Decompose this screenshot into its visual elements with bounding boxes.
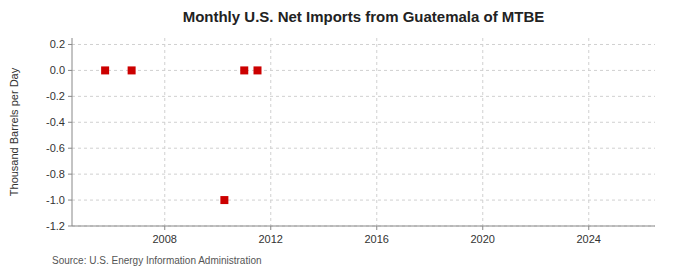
x-grid-line bbox=[164, 38, 165, 226]
chart-svg: 0.2 0.0 -0.2 -0.4 -0.6 -0.8 -1.0 -1.2 2008 2012 20… bbox=[0, 0, 675, 275]
y-grid-line bbox=[72, 70, 655, 71]
x-tick bbox=[376, 226, 377, 230]
x-grid-line bbox=[270, 38, 271, 226]
title: Monthly U.S. Net Imports from Guatemala … bbox=[183, 8, 545, 25]
y-tick-label: 0.0 bbox=[50, 64, 65, 76]
y-tick-label: 0.2 bbox=[50, 38, 65, 50]
y-tick-label: -0.4 bbox=[46, 116, 65, 128]
axes: 0.2 0.0 -0.2 -0.4 -0.6 -0.8 -1.0 -1.2 2008 2012 20… bbox=[46, 38, 655, 245]
x-grid-line bbox=[588, 38, 589, 226]
y-grid-line bbox=[72, 226, 655, 227]
point bbox=[240, 66, 248, 74]
x-tick-label: 2008 bbox=[153, 233, 177, 245]
y-axis-line bbox=[72, 38, 73, 226]
grid bbox=[72, 38, 655, 226]
y-tick-label: -1.0 bbox=[46, 194, 65, 206]
y-grid-line bbox=[72, 174, 655, 175]
x-grid-line bbox=[376, 38, 377, 226]
y-tick bbox=[68, 96, 72, 97]
y-tick bbox=[68, 122, 72, 123]
y-tick bbox=[68, 200, 72, 201]
y-tick bbox=[68, 148, 72, 149]
y-tick-label: -1.2 bbox=[46, 220, 65, 232]
y-tick-label: -0.6 bbox=[46, 142, 65, 154]
x-tick bbox=[270, 226, 271, 230]
chart-container: 0.2 0.0 -0.2 -0.4 -0.6 -0.8 -1.0 -1.2 2008 2012 20… bbox=[0, 0, 675, 275]
point bbox=[101, 66, 109, 74]
y-tick bbox=[68, 70, 72, 71]
x-tick-label: 2012 bbox=[259, 233, 283, 245]
y-axis-label: Thousand Barrels per Day bbox=[8, 67, 20, 196]
x-tick-label: 2024 bbox=[577, 233, 601, 245]
y-grid-line bbox=[72, 96, 655, 97]
source-note: Source: U.S. Energy Information Administ… bbox=[52, 255, 262, 266]
y-grid-line bbox=[72, 148, 655, 149]
y-tick-label: -0.8 bbox=[46, 168, 65, 180]
x-axis-line bbox=[72, 226, 655, 227]
x-tick bbox=[164, 226, 165, 230]
x-tick bbox=[588, 226, 589, 230]
y-grid-line bbox=[72, 122, 655, 123]
points bbox=[101, 66, 261, 204]
x-grid-line bbox=[482, 38, 483, 226]
x-tick-label: 2016 bbox=[365, 233, 389, 245]
y-grid-line bbox=[72, 200, 655, 201]
y-tick bbox=[68, 44, 72, 45]
y-tick-label: -0.2 bbox=[46, 90, 65, 102]
point bbox=[220, 196, 228, 204]
y-tick bbox=[68, 226, 72, 227]
x-tick-label: 2020 bbox=[471, 233, 495, 245]
point bbox=[254, 66, 262, 74]
y-grid-line bbox=[72, 44, 655, 45]
point bbox=[128, 66, 136, 74]
x-tick bbox=[482, 226, 483, 230]
y-tick bbox=[68, 174, 72, 175]
